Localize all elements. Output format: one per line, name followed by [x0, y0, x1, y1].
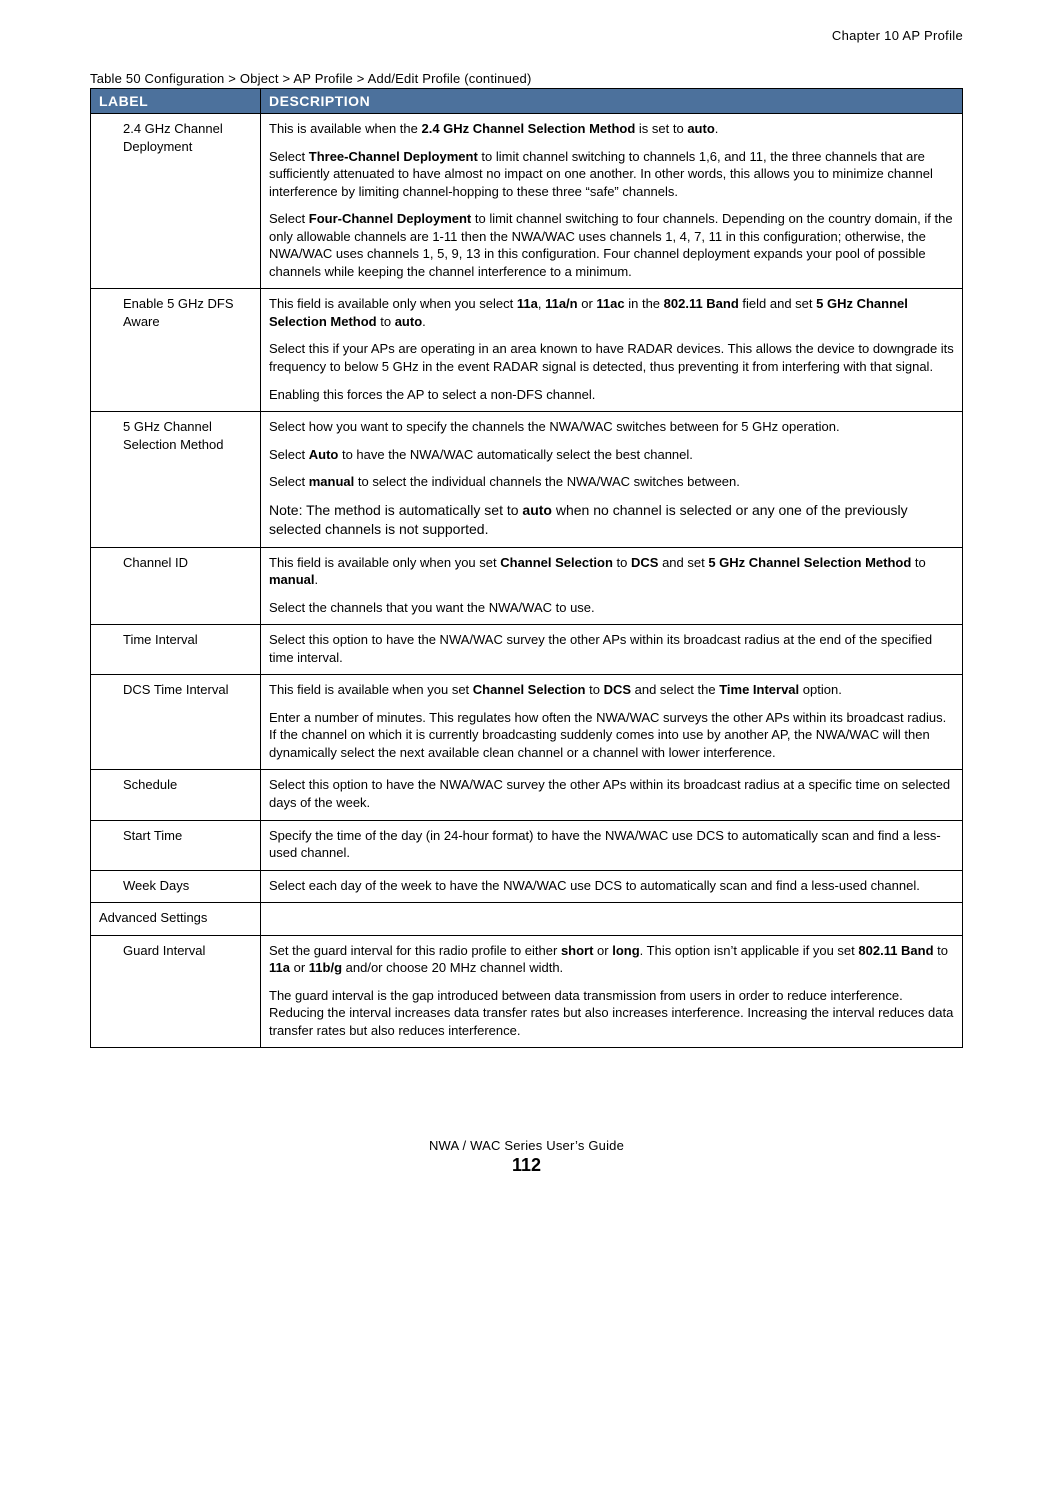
row-description: This field is available only when you se…: [261, 547, 963, 625]
row-label: Guard Interval: [91, 935, 261, 1048]
row-description: Select this option to have the NWA/WAC s…: [261, 770, 963, 820]
row-label: 5 GHz Channel Selection Method: [91, 412, 261, 547]
table-row: Channel ID This field is available only w…: [91, 547, 963, 625]
description-paragraph: This field is available only when you se…: [269, 554, 954, 589]
table-row: Advanced Settings: [91, 903, 963, 936]
row-label: 2.4 GHz Channel Deployment: [91, 114, 261, 289]
table-caption: Table 50 Configuration > Object > AP Pro…: [90, 71, 963, 86]
table-row: 2.4 GHz Channel Deployment This is availa…: [91, 114, 963, 289]
row-label: Advanced Settings: [91, 903, 261, 936]
description-paragraph: Select each day of the week to have the …: [269, 877, 954, 895]
row-label: Channel ID: [91, 547, 261, 625]
row-label: Enable 5 GHz DFS Aware: [91, 289, 261, 412]
description-paragraph: This field is available when you set Cha…: [269, 681, 954, 699]
description-paragraph: Select Auto to have the NWA/WAC automati…: [269, 446, 954, 464]
description-paragraph: Select this if your APs are operating in…: [269, 340, 954, 375]
row-label: Schedule: [91, 770, 261, 820]
row-description: [261, 903, 963, 936]
table-row: Week Days Select each day of the week to …: [91, 870, 963, 903]
col-header-label: LABEL: [91, 89, 261, 114]
row-label-text: Channel ID: [99, 554, 252, 572]
description-paragraph: Select Three-Channel Deployment to limit…: [269, 148, 954, 201]
description-paragraph: Select this option to have the NWA/WAC s…: [269, 631, 954, 666]
table-body: 2.4 GHz Channel Deployment This is availa…: [91, 114, 963, 1048]
row-description: Set the guard interval for this radio pr…: [261, 935, 963, 1048]
table-row: 5 GHz Channel Selection Method Select how…: [91, 412, 963, 547]
row-label: Time Interval: [91, 625, 261, 675]
table-row: Guard Interval Set the guard interval for…: [91, 935, 963, 1048]
table-row: Schedule Select this option to have the N…: [91, 770, 963, 820]
row-label-text: 2.4 GHz Channel Deployment: [99, 120, 252, 155]
description-paragraph: This is available when the 2.4 GHz Chann…: [269, 120, 954, 138]
row-description: This is available when the 2.4 GHz Chann…: [261, 114, 963, 289]
footer-guide-title: NWA / WAC Series User’s Guide: [90, 1138, 963, 1153]
row-label-text: Guard Interval: [99, 942, 252, 960]
row-label-text: Schedule: [99, 776, 252, 794]
description-paragraph: Specify the time of the day (in 24-hour …: [269, 827, 954, 862]
row-label: Start Time: [91, 820, 261, 870]
table-row: Start Time Specify the time of the day (i…: [91, 820, 963, 870]
row-description: This field is available only when you se…: [261, 289, 963, 412]
row-label-text: 5 GHz Channel Selection Method: [99, 418, 252, 453]
row-label-text: Start Time: [99, 827, 252, 845]
description-paragraph: Select the channels that you want the NW…: [269, 599, 954, 617]
table-row: Time Interval Select this option to have …: [91, 625, 963, 675]
row-label-text: Advanced Settings: [99, 909, 252, 927]
description-paragraph: Enter a number of minutes. This regulate…: [269, 709, 954, 762]
page: Chapter 10 AP Profile Table 50 Configura…: [0, 0, 1053, 1216]
note: Note: The method is automatically set to…: [269, 501, 954, 539]
table-row: DCS Time Interval This field is available…: [91, 675, 963, 770]
row-label: DCS Time Interval: [91, 675, 261, 770]
row-label-text: DCS Time Interval: [99, 681, 252, 699]
row-label-text: Enable 5 GHz DFS Aware: [99, 295, 252, 330]
description-paragraph: The guard interval is the gap introduced…: [269, 987, 954, 1040]
col-header-description: DESCRIPTION: [261, 89, 963, 114]
row-label: Week Days: [91, 870, 261, 903]
description-paragraph: Enabling this forces the AP to select a …: [269, 386, 954, 404]
footer-page-number: 112: [90, 1155, 963, 1176]
row-description: Select this option to have the NWA/WAC s…: [261, 625, 963, 675]
description-paragraph: This field is available only when you se…: [269, 295, 954, 330]
row-label-text: Week Days: [99, 877, 252, 895]
description-paragraph: Select how you want to specify the chann…: [269, 418, 954, 436]
row-description: Select how you want to specify the chann…: [261, 412, 963, 547]
row-description: Specify the time of the day (in 24-hour …: [261, 820, 963, 870]
table-header-row: LABEL DESCRIPTION: [91, 89, 963, 114]
description-paragraph: Select Four-Channel Deployment to limit …: [269, 210, 954, 280]
description-paragraph: Select this option to have the NWA/WAC s…: [269, 776, 954, 811]
row-description: Select each day of the week to have the …: [261, 870, 963, 903]
table-row: Enable 5 GHz DFS Aware This field is avai…: [91, 289, 963, 412]
page-footer: NWA / WAC Series User’s Guide 112: [90, 1138, 963, 1176]
description-paragraph: Select manual to select the individual c…: [269, 473, 954, 491]
chapter-header: Chapter 10 AP Profile: [90, 28, 963, 43]
description-paragraph: Set the guard interval for this radio pr…: [269, 942, 954, 977]
row-description: This field is available when you set Cha…: [261, 675, 963, 770]
config-table: LABEL DESCRIPTION 2.4 GHz Channel Deploy…: [90, 88, 963, 1048]
row-label-text: Time Interval: [99, 631, 252, 649]
